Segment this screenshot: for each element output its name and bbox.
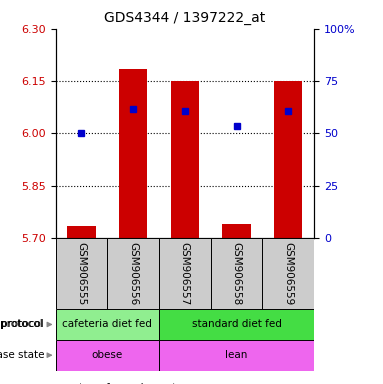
Bar xyxy=(159,340,314,371)
Bar xyxy=(107,238,159,309)
Bar xyxy=(262,238,314,309)
Text: protocol: protocol xyxy=(0,319,43,329)
Text: GSM906557: GSM906557 xyxy=(180,242,190,305)
Text: GSM906556: GSM906556 xyxy=(128,242,138,305)
Text: protocol: protocol xyxy=(1,319,44,329)
Text: GSM906558: GSM906558 xyxy=(231,242,242,305)
Text: obese: obese xyxy=(92,350,123,360)
Text: GSM906555: GSM906555 xyxy=(76,242,87,305)
Text: cafeteria diet fed: cafeteria diet fed xyxy=(62,319,152,329)
Bar xyxy=(56,340,159,371)
Bar xyxy=(119,69,147,238)
Text: GSM906559: GSM906559 xyxy=(283,242,293,305)
Text: standard diet fed: standard diet fed xyxy=(192,319,282,329)
Bar xyxy=(67,226,96,238)
Text: disease state: disease state xyxy=(0,350,44,360)
Bar xyxy=(211,238,262,309)
Text: lean: lean xyxy=(225,350,248,360)
Title: GDS4344 / 1397222_at: GDS4344 / 1397222_at xyxy=(104,11,265,25)
Bar xyxy=(159,238,211,309)
Bar xyxy=(170,81,199,238)
Text: transformed count: transformed count xyxy=(79,383,176,384)
Bar xyxy=(159,309,314,340)
Bar xyxy=(222,224,251,238)
Bar xyxy=(56,238,107,309)
Bar xyxy=(56,309,159,340)
Bar xyxy=(274,81,303,238)
